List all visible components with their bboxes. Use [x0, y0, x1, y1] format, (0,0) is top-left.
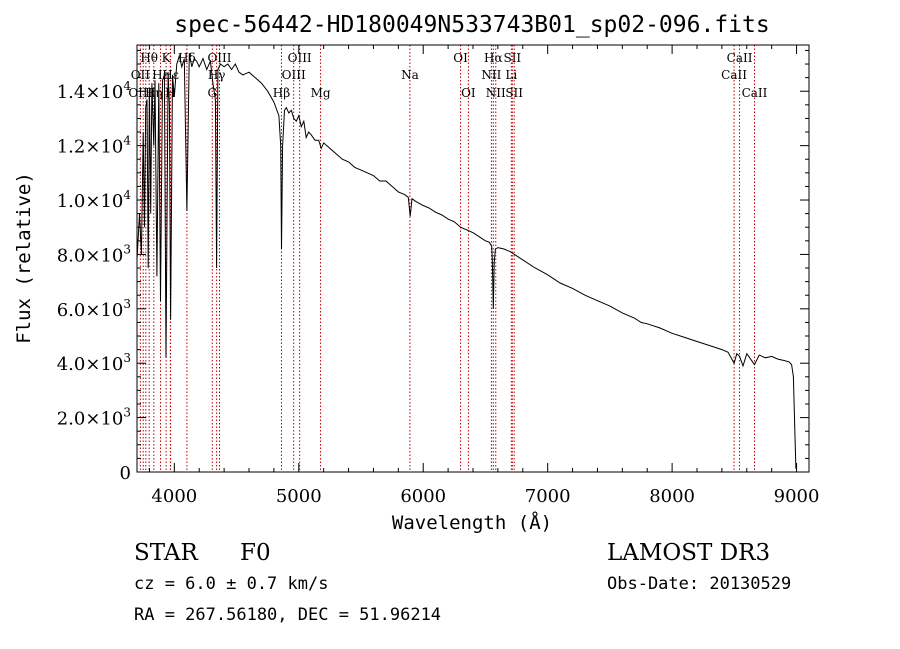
line-label-25: CaII [727, 51, 753, 65]
x-tick-label-9000: 9000 [774, 486, 820, 507]
line-label-19: Hα [484, 51, 503, 65]
line-label-24: SII [505, 86, 523, 100]
x-tick-label-8000: 8000 [649, 486, 695, 507]
line-label-10: Hγ [208, 68, 226, 82]
y-tick-label-0: 0 [120, 463, 131, 484]
y-axis-ticks: 0 2.0×103 4.0×103 6.0×103 8.0×103 1.0×104 1.2×… [57, 49, 809, 484]
line-label-11: G [207, 86, 217, 100]
line-label-2: OIII [128, 86, 152, 100]
chart-title: spec-56442-HD180049N533743B01_sp02-096.f… [174, 12, 769, 38]
line-label-4: Hε [152, 68, 169, 82]
line-label-26: CaII [721, 68, 747, 82]
spectral-line-labels: Hθ OII OIII K Hε Hη Hδ Hε H OIII Hγ G OIII OIII Hβ Mg Na… [128, 51, 767, 100]
line-label-22: Li [505, 68, 517, 82]
y-tick-label-4000: 4.0×103 [57, 351, 131, 375]
line-label-13: OIII [282, 68, 306, 82]
line-label-15: Mg [311, 86, 331, 100]
line-label-5: Hη [145, 86, 163, 100]
line-label-18: OI [461, 86, 476, 100]
x-tick-label-6000: 6000 [400, 486, 446, 507]
line-label-12: OIII [288, 51, 312, 65]
object-subclass: F0 [240, 540, 271, 566]
y-tick-label-6000: 6.0×103 [57, 297, 131, 321]
line-label-27: CaII [742, 86, 768, 100]
y-tick-label-2000: 2.0×103 [57, 406, 131, 430]
line-label-21: NII [481, 68, 501, 82]
line-label-8: H [165, 86, 175, 100]
x-tick-label-7000: 7000 [525, 486, 571, 507]
line-label-6: Hδ [178, 51, 196, 65]
redshift-line: cz = 6.0 ± 0.7 km/s [134, 574, 328, 594]
y-axis-label: Flux (relative) [13, 172, 35, 344]
y-tick-label-14000: 1.4×104 [57, 79, 132, 103]
line-label-17: OI [453, 51, 468, 65]
line-label-14: Hβ [273, 86, 290, 100]
y-tick-label-8000: 8.0×103 [57, 242, 131, 266]
line-label-0: Hθ [140, 51, 158, 65]
survey-name: LAMOST DR3 [607, 540, 770, 566]
line-label-3: K [162, 51, 172, 65]
x-axis-ticks: 4000 5000 6000 7000 8000 9000 [148, 45, 820, 507]
line-label-23: NII [486, 86, 506, 100]
coordinates-line: RA = 267.56180, DEC = 51.96214 [134, 605, 441, 625]
x-tick-label-4000: 4000 [151, 486, 197, 507]
line-label-9: OIII [207, 51, 231, 65]
line-label-20: SII [503, 51, 521, 65]
spectrum-line [136, 53, 797, 469]
x-tick-label-5000: 5000 [276, 486, 322, 507]
object-class: STAR [134, 540, 198, 566]
line-label-7: Hε [162, 68, 179, 82]
line-label-1: OII [131, 68, 151, 82]
line-label-16: Na [401, 68, 419, 82]
y-tick-label-12000: 1.2×104 [57, 134, 132, 158]
x-axis-label: Wavelength (Å) [392, 511, 552, 534]
observation-date: Obs-Date: 20130529 [607, 574, 791, 594]
y-tick-label-10000: 1.0×104 [57, 188, 132, 212]
